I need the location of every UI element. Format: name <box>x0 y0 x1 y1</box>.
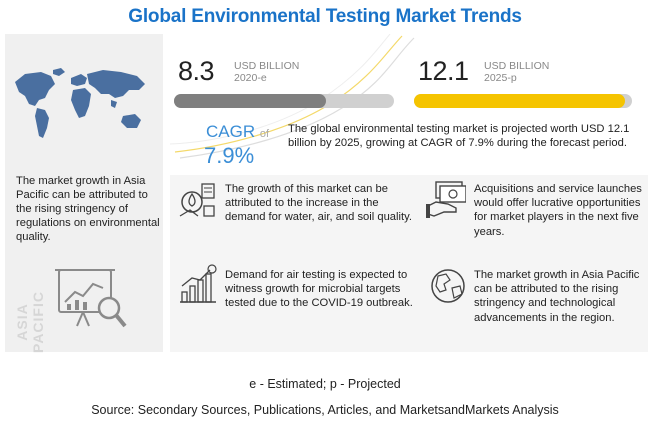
metric-2025-bar <box>414 94 632 108</box>
legend-note: e - Estimated; p - Projected <box>249 377 401 391</box>
metric-2020-year: 2020-e <box>234 72 267 84</box>
cagr-of-text: of <box>259 128 270 140</box>
metric-2025-value: 12.1 <box>418 56 469 86</box>
world-map-icon <box>15 68 145 138</box>
cagr-label-text: CAGR <box>206 122 256 141</box>
point-text-2: Acquisitions and service launches would … <box>474 183 642 238</box>
globe-icon <box>431 269 465 303</box>
metric-2020-value: 8.3 <box>178 56 215 86</box>
left-panel: The market growth in Asia Pacific can be… <box>5 34 163 353</box>
money-handshake-icon <box>426 181 466 218</box>
cagr-value: 7.9% <box>204 143 255 168</box>
source-note: Source: Secondary Sources, Publications,… <box>91 403 559 417</box>
metric-2025-unit: USD BILLION <box>484 60 550 72</box>
metric-2020-bar-fill <box>174 94 326 108</box>
points-panel <box>170 175 648 352</box>
metric-2020-bar <box>174 94 394 108</box>
water-air-soil-icon <box>179 183 215 217</box>
left-text: The market growth in Asia Pacific can be… <box>16 175 160 243</box>
point-text-1: The growth of this market can be attribu… <box>225 183 412 224</box>
metric-2025-year: 2025-p <box>484 72 517 84</box>
point-text-3: Demand for air testing is expected to wi… <box>225 269 413 310</box>
cagr-description: The global environmental testing market … <box>288 123 630 150</box>
point-text-4: The market growth in Asia Pacific can be… <box>474 269 640 324</box>
metric-2025-bar-fill <box>414 94 626 108</box>
region-label: ASIA PACIFIC <box>14 291 46 353</box>
page-title: Global Environmental Testing Market Tren… <box>128 6 522 27</box>
cagr-label: CAGR of <box>206 122 269 142</box>
metric-2020-unit: USD BILLION <box>234 60 300 72</box>
growth-chart-icon <box>180 264 217 303</box>
chart-magnifier-icon <box>55 269 127 328</box>
